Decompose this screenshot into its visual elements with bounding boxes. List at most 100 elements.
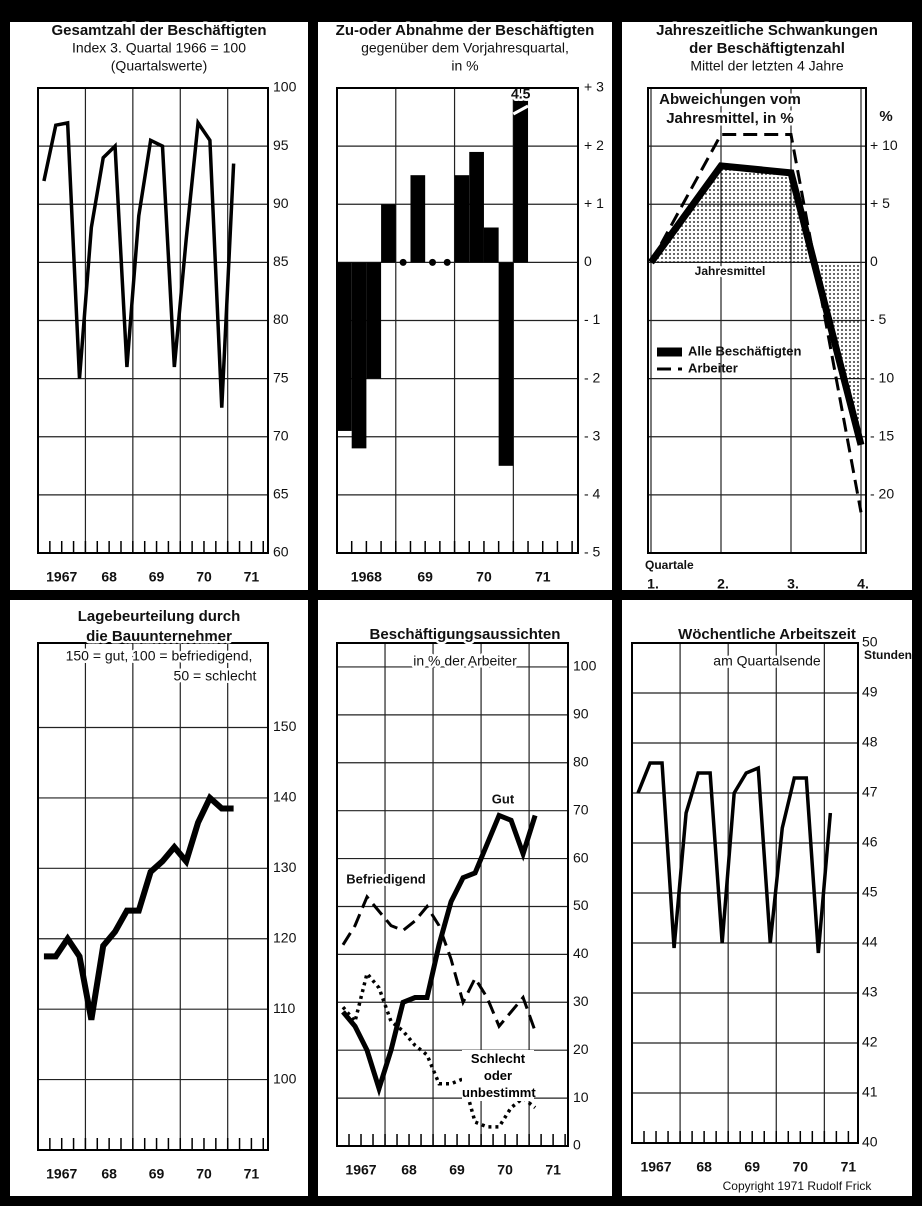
- x-tick-label: 69: [149, 569, 165, 585]
- y-tick-label: 65: [273, 486, 289, 502]
- plot-frame: [647, 87, 867, 554]
- y-tick-label: 100: [273, 79, 297, 95]
- y-tick-label: 49: [862, 684, 878, 700]
- y-tick-label: - 5: [584, 544, 601, 560]
- bar: [498, 262, 514, 466]
- chart-subtitle: in %: [451, 58, 478, 74]
- y-tick-label: 42: [862, 1034, 878, 1050]
- series-label: Gut: [492, 791, 515, 806]
- chart-title: Lagebeurteilung durch: [78, 608, 241, 625]
- bar: [351, 262, 367, 449]
- y-tick-label: 44: [862, 934, 878, 950]
- y-tick-label: 100: [573, 658, 597, 674]
- x-tick-label: 4.: [857, 576, 869, 592]
- bar: [483, 227, 499, 263]
- chart-title: Beschäftigungsaussichten: [370, 626, 561, 643]
- y-tick-label: 90: [273, 195, 289, 211]
- y-tick-label: 100: [273, 1070, 297, 1086]
- area: [651, 165, 861, 445]
- x-tick-label: 70: [793, 1159, 809, 1175]
- y-tick-label: 85: [273, 253, 289, 269]
- x-tick-label: 71: [841, 1159, 857, 1175]
- series-label-box: Schlecht oder unbestimmt: [462, 1050, 536, 1101]
- y-tick-label: 0: [573, 1137, 581, 1153]
- y-tick-label: 60: [273, 544, 289, 560]
- y-tick-label: - 20: [870, 486, 894, 502]
- chart-subtitle: in % der Arbeiter: [413, 653, 517, 669]
- bar-zero: [399, 258, 407, 266]
- series-label: Befriedigend: [346, 871, 426, 886]
- x-tick-label: 71: [244, 1166, 260, 1182]
- y-tick-label: + 1: [584, 195, 604, 211]
- x-axis-label: Quartale: [645, 558, 694, 572]
- bar: [410, 175, 426, 263]
- plot-frame: [37, 642, 269, 1151]
- x-tick-label: 1968: [351, 569, 382, 585]
- y-tick-label: 40: [862, 1134, 878, 1150]
- y-tick-label: 50: [862, 634, 878, 650]
- chart-subtitle: Mittel der letzten 4 Jahre: [690, 58, 844, 74]
- y-tick-label: 10: [573, 1089, 589, 1105]
- y-tick-label: 43: [862, 984, 878, 1000]
- y-tick-label: - 1: [584, 311, 601, 327]
- y-tick-label: 90: [573, 706, 589, 722]
- chart-subtitle: 50 = schlecht: [174, 668, 257, 684]
- bar: [454, 175, 470, 263]
- bar-zero: [443, 258, 451, 266]
- chart-subtitle: am Quartalsende: [713, 653, 821, 669]
- chart-title: Jahreszeitliche Schwankungen: [656, 22, 878, 39]
- y-tick-label: + 10: [870, 137, 898, 153]
- plot-frame: [336, 87, 579, 554]
- y-tick-label: + 2: [584, 137, 604, 153]
- y-tick-label: 110: [273, 1000, 296, 1016]
- plot-frame: [336, 642, 569, 1147]
- y-tick-label: 47: [862, 784, 878, 800]
- y-tick-label: - 3: [584, 427, 601, 443]
- x-tick-label: 71: [535, 569, 551, 585]
- chart-subtitle: (Quartalswerte): [111, 58, 207, 74]
- line: [43, 793, 234, 1021]
- x-tick-label: 68: [101, 1166, 117, 1182]
- x-tick-label: 69: [149, 1166, 165, 1182]
- y-tick-label: 80: [273, 311, 289, 327]
- x-tick-label: 3.: [787, 576, 799, 592]
- y-tick-label: 95: [273, 137, 289, 153]
- panel: [10, 22, 308, 590]
- y-tick-label: 70: [273, 427, 289, 443]
- x-tick-label: 68: [401, 1162, 417, 1178]
- chart-title: der Beschäftigtenzahl: [689, 40, 845, 57]
- y-tick-label: 50: [573, 897, 589, 913]
- chart-title: die Bauunternehmer: [86, 628, 232, 645]
- plot-frame: [37, 87, 269, 554]
- x-tick-label: 70: [196, 1166, 212, 1182]
- y-tick-label: - 10: [870, 369, 894, 385]
- series-label: Schlecht oder unbestimmt: [462, 1050, 536, 1101]
- y-tick-label: 140: [273, 789, 297, 805]
- y-tick-label: 80: [573, 753, 589, 769]
- y-tick-label: 0: [870, 253, 878, 269]
- y-tick-label: 150: [273, 718, 297, 734]
- annotation: Abweichungen vom: [659, 91, 801, 108]
- plot-frame: [631, 642, 859, 1144]
- break-mark: [512, 104, 529, 116]
- x-tick-label: 1967: [345, 1162, 376, 1178]
- y-tick-label: 41: [862, 1084, 878, 1100]
- y-tick-label: + 5: [870, 195, 890, 211]
- bar: [366, 262, 382, 379]
- y-tick-label: 120: [273, 929, 297, 945]
- y-axis-label: %: [879, 108, 892, 125]
- x-tick-label: 1967: [46, 1166, 77, 1182]
- copyright: Copyright 1971 Rudolf Frick: [723, 1179, 873, 1193]
- y-tick-label: 75: [273, 369, 289, 385]
- y-tick-label: 70: [573, 801, 589, 817]
- y-tick-label: 40: [573, 945, 589, 961]
- y-tick-label: - 4: [584, 486, 601, 502]
- x-tick-label: 70: [476, 569, 492, 585]
- x-tick-label: 70: [497, 1162, 513, 1178]
- line: [636, 761, 833, 954]
- y-axis-label: Stunden: [864, 648, 912, 662]
- chart-subtitle: Index 3. Quartal 1966 = 100: [72, 40, 246, 56]
- bar-zero: [429, 258, 437, 266]
- x-tick-label: 71: [545, 1162, 561, 1178]
